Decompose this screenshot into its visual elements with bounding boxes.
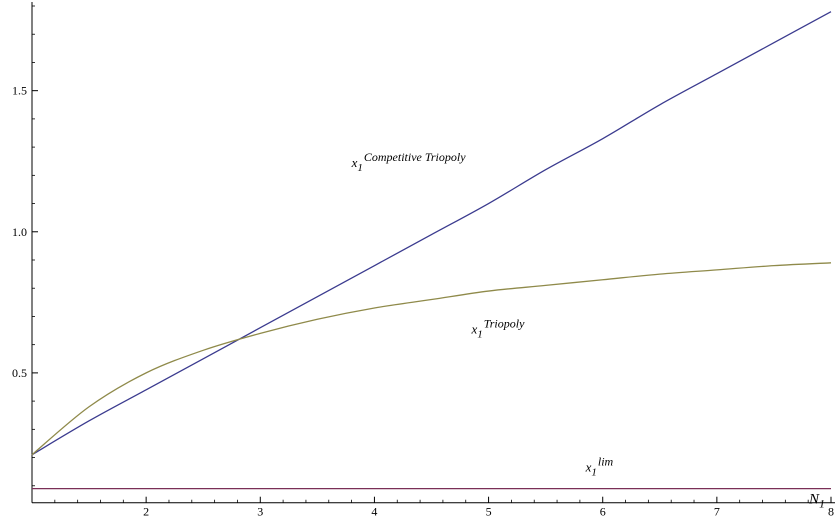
x-axis-title-sub: 1 (819, 497, 825, 511)
x-tick-label: 7 (714, 505, 720, 519)
x-tick-label: 2 (143, 505, 149, 519)
series-line-competitive (31, 11, 832, 456)
axes: 2 3 4 5 6 7 80.51.01.5N1 (12, 2, 835, 519)
x-tick-label: 3 (257, 505, 263, 519)
annotation-superscript: Triopoly (484, 316, 525, 330)
x-axis-title-base: N (808, 492, 820, 508)
y-tick-label: 1.0 (12, 225, 27, 239)
annotation-subscript: 1 (357, 162, 363, 174)
annotation-base: x (585, 460, 592, 475)
x-axis-title: N1 (808, 492, 825, 511)
annotation-superscript: Competitive Triopoly (364, 150, 466, 164)
annotation-triopoly: x1Triopoly (470, 316, 525, 340)
series-lines (31, 11, 832, 490)
series-line-triopoly (31, 262, 832, 456)
annotation-lim: x1lim (585, 455, 614, 479)
x-tick-label: 4 (371, 505, 377, 519)
annotation-subscript: 1 (591, 467, 597, 479)
x-tick-label: 6 (600, 505, 606, 519)
annotation-superscript: lim (598, 455, 614, 469)
x-tick-label: 8 (828, 505, 834, 519)
annotation-competitive: x1Competitive Triopoly (351, 150, 467, 174)
annotation-subscript: 1 (477, 328, 483, 340)
y-tick-label: 1.5 (12, 84, 27, 98)
x-tick-label: 5 (486, 505, 492, 519)
annotation-base: x (470, 321, 477, 336)
y-tick-label: 0.5 (12, 366, 27, 380)
annotation-base: x (351, 155, 358, 170)
